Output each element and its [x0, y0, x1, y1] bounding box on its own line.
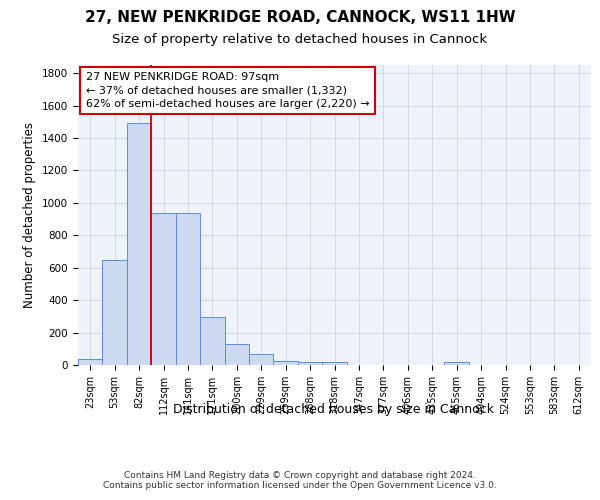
Bar — [274, 362, 298, 365]
Bar — [224, 344, 249, 365]
Bar — [200, 317, 224, 365]
Text: Distribution of detached houses by size in Cannock: Distribution of detached houses by size … — [173, 402, 494, 415]
Bar — [103, 260, 127, 365]
Bar — [78, 360, 103, 365]
Text: 27, NEW PENKRIDGE ROAD, CANNOCK, WS11 1HW: 27, NEW PENKRIDGE ROAD, CANNOCK, WS11 1H… — [85, 10, 515, 25]
Y-axis label: Number of detached properties: Number of detached properties — [23, 122, 37, 308]
Text: 27 NEW PENKRIDGE ROAD: 97sqm
← 37% of detached houses are smaller (1,332)
62% of: 27 NEW PENKRIDGE ROAD: 97sqm ← 37% of de… — [86, 72, 370, 109]
Bar — [249, 354, 274, 365]
Bar — [322, 362, 347, 365]
Bar — [298, 362, 322, 365]
Bar — [445, 362, 469, 365]
Text: Size of property relative to detached houses in Cannock: Size of property relative to detached ho… — [112, 32, 488, 46]
Bar — [176, 212, 200, 365]
Bar — [151, 212, 176, 365]
Bar — [127, 124, 151, 365]
Text: Contains HM Land Registry data © Crown copyright and database right 2024.
Contai: Contains HM Land Registry data © Crown c… — [103, 470, 497, 490]
